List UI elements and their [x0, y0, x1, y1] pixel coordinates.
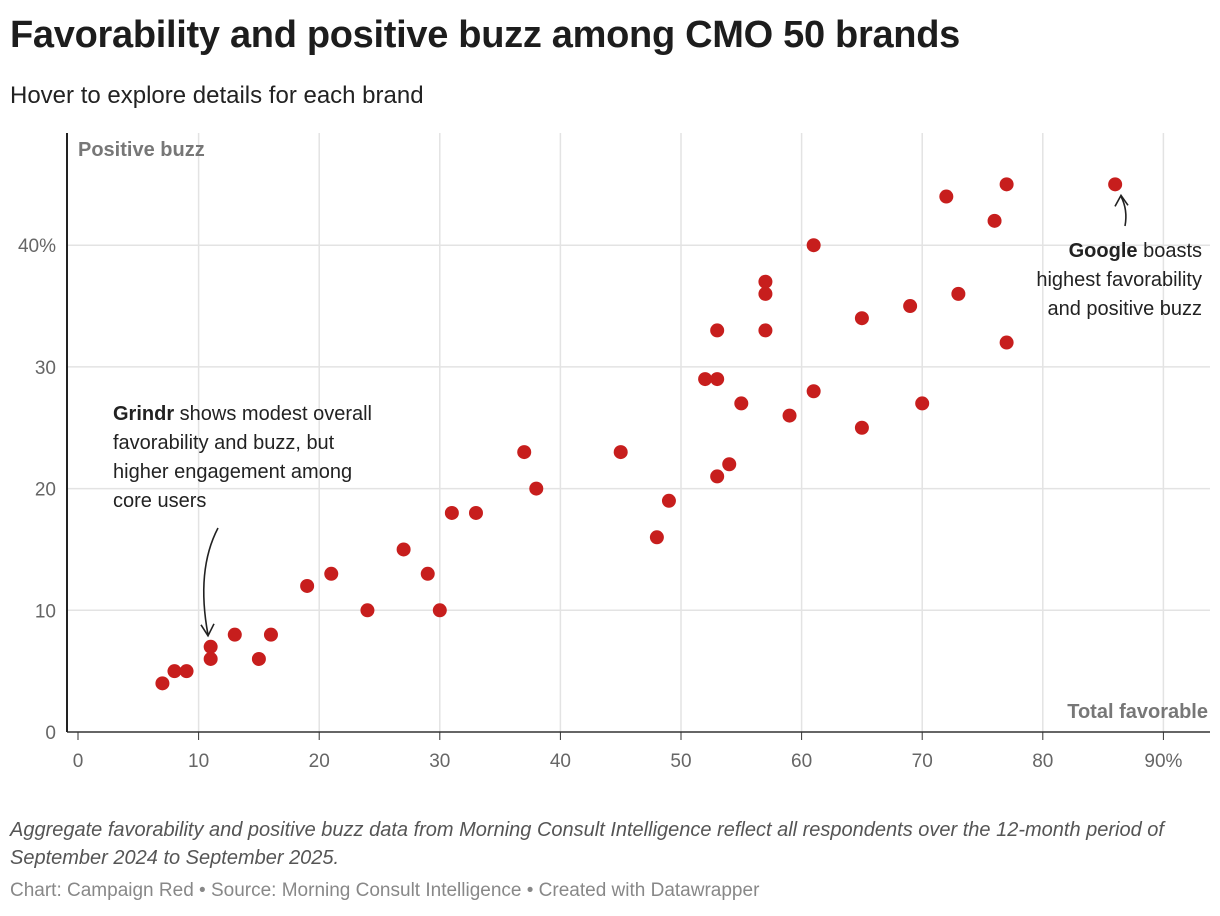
data-point[interactable] [444, 505, 459, 520]
y-tick-label: 40% [18, 236, 56, 257]
data-point[interactable] [710, 372, 725, 387]
data-point[interactable] [999, 177, 1014, 192]
x-tick-label: 60 [791, 751, 812, 772]
data-point[interactable] [227, 627, 242, 642]
data-point[interactable] [251, 651, 266, 666]
data-point[interactable] [710, 469, 725, 484]
x-tick-label: 40 [550, 751, 571, 772]
chart-subtitle: Hover to explore details for each brand [10, 82, 424, 109]
data-point[interactable] [722, 457, 737, 472]
arrowhead-icon [200, 623, 215, 638]
data-point[interactable] [1108, 177, 1123, 192]
data-point[interactable] [179, 664, 194, 679]
data-point[interactable] [649, 530, 664, 545]
data-point[interactable] [203, 639, 218, 654]
x-tick-label: 20 [309, 751, 330, 772]
grindr-arrow [202, 527, 219, 635]
arrowhead-icon [1114, 193, 1129, 207]
scatter-chart: 0 10 20 30 40 50 60 70 80 90% 0 10 20 30 40% Positive … [18, 133, 1210, 772]
annotation-text: core users [113, 490, 206, 512]
data-point[interactable] [758, 286, 773, 301]
y-tick-label: 30 [35, 358, 56, 379]
x-tick-label: 30 [429, 751, 450, 772]
data-point[interactable] [854, 420, 869, 435]
data-point[interactable] [987, 213, 1002, 228]
data-point[interactable] [915, 396, 930, 411]
data-point[interactable] [661, 493, 676, 508]
y-tick-label: 0 [45, 723, 56, 744]
annotation-text: Google boasts [1069, 240, 1202, 262]
data-point[interactable] [758, 323, 773, 338]
chart-notes: Aggregate favorability and positive buzz… [10, 819, 1164, 869]
annotation-text: Grindr shows modest overall [113, 403, 372, 425]
data-point[interactable] [468, 505, 483, 520]
data-point[interactable] [432, 603, 447, 618]
data-point[interactable] [854, 311, 869, 326]
data-point[interactable] [263, 627, 278, 642]
annotation-text: favorability and buzz, but [113, 432, 335, 454]
x-tick-label: 80 [1032, 751, 1053, 772]
x-tick-label: 90% [1144, 751, 1182, 772]
google-arrow [1120, 195, 1127, 227]
x-tick-label: 50 [670, 751, 691, 772]
data-point[interactable] [698, 372, 713, 387]
data-point[interactable] [613, 445, 628, 460]
chart-byline: Chart: Campaign Red • Source: Morning Co… [10, 880, 760, 901]
data-point[interactable] [734, 396, 749, 411]
data-point[interactable] [360, 603, 375, 618]
data-point[interactable] [939, 189, 954, 204]
data-point[interactable] [806, 384, 821, 399]
data-point[interactable] [903, 299, 918, 314]
y-tick-label: 10 [35, 601, 56, 622]
data-point[interactable] [167, 664, 182, 679]
annotation-text: higher engagement among [113, 461, 352, 483]
chart-title: Favorability and positive buzz among CMO… [10, 14, 960, 56]
data-point[interactable] [300, 578, 315, 593]
data-point[interactable] [951, 286, 966, 301]
x-axis-label: Total favorable [1067, 701, 1208, 723]
data-point[interactable] [203, 651, 218, 666]
data-point[interactable] [710, 323, 725, 338]
data-point[interactable] [396, 542, 411, 557]
annotation-text: and positive buzz [1047, 298, 1202, 320]
data-point[interactable] [806, 238, 821, 253]
y-axis-label: Positive buzz [78, 139, 205, 161]
x-tick-label: 70 [912, 751, 933, 772]
annotation-text: highest favorability [1036, 269, 1202, 291]
data-point[interactable] [529, 481, 544, 496]
data-point[interactable] [324, 566, 339, 581]
x-tick-label: 0 [73, 751, 84, 772]
data-point[interactable] [782, 408, 797, 423]
y-tick-label: 20 [35, 480, 56, 501]
data-point[interactable] [155, 676, 170, 691]
data-point[interactable] [999, 335, 1014, 350]
data-point[interactable] [517, 445, 532, 460]
data-point[interactable] [758, 274, 773, 289]
data-point[interactable] [420, 566, 435, 581]
x-tick-label: 10 [188, 751, 209, 772]
